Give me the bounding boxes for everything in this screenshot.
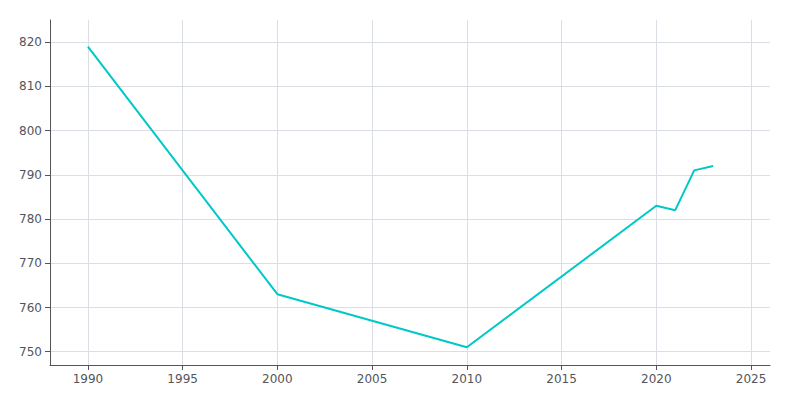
svg-text:1990: 1990 — [73, 372, 104, 386]
svg-text:750: 750 — [19, 345, 42, 359]
svg-text:760: 760 — [19, 301, 42, 315]
svg-text:2025: 2025 — [736, 372, 767, 386]
svg-text:800: 800 — [19, 124, 42, 138]
svg-text:1995: 1995 — [167, 372, 198, 386]
svg-text:2005: 2005 — [357, 372, 388, 386]
svg-text:2010: 2010 — [452, 372, 483, 386]
svg-text:2020: 2020 — [641, 372, 672, 386]
svg-text:2000: 2000 — [262, 372, 293, 386]
svg-text:770: 770 — [19, 256, 42, 270]
svg-text:2015: 2015 — [546, 372, 577, 386]
svg-text:820: 820 — [19, 35, 42, 49]
svg-text:810: 810 — [19, 79, 42, 93]
svg-text:780: 780 — [19, 212, 42, 226]
svg-text:790: 790 — [19, 168, 42, 182]
